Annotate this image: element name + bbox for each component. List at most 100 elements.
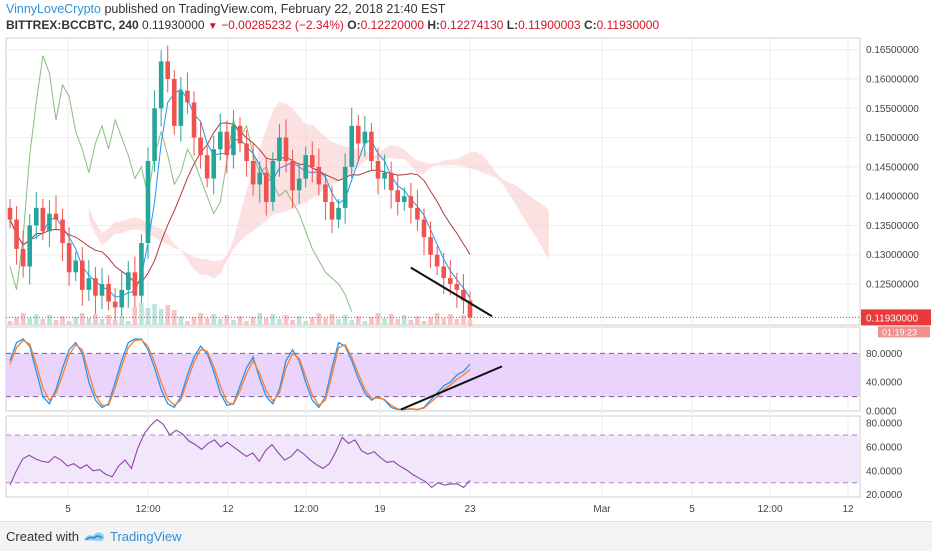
candle: [382, 172, 387, 179]
volume-bar: [415, 316, 420, 325]
candle: [309, 155, 315, 167]
volume-bar: [66, 321, 72, 325]
candle: [290, 161, 295, 191]
volume-bar: [329, 314, 335, 325]
volume-bar: [152, 304, 157, 325]
volume-bar: [257, 313, 263, 325]
rsi-tick-label: 20.0000: [866, 490, 903, 501]
candle: [66, 243, 72, 273]
candle: [185, 90, 190, 103]
volume-bar: [178, 316, 184, 325]
candle: [40, 207, 46, 232]
current-price-label: 0.11930000: [866, 313, 919, 324]
candle: [375, 161, 381, 179]
candle: [316, 166, 322, 185]
candle: [27, 225, 33, 267]
candle: [86, 278, 92, 290]
close-value: 0.11930000: [596, 18, 660, 32]
close-label: C:: [583, 18, 597, 32]
volume-bar: [237, 316, 243, 325]
candle: [139, 243, 144, 296]
volume-bar: [401, 315, 407, 325]
volume-bar: [33, 314, 39, 325]
price-tick-label: 0.14000000: [866, 192, 919, 203]
candle: [99, 284, 105, 296]
candle: [244, 143, 249, 161]
volume-bar: [263, 318, 269, 325]
volume-bar: [342, 315, 348, 325]
price-tick-label: 0.15000000: [866, 133, 919, 144]
volume-bar: [309, 317, 315, 325]
candle: [388, 172, 394, 191]
volume-bar: [296, 316, 302, 325]
volume-bar: [139, 303, 144, 325]
volume-bar: [204, 318, 210, 325]
open-value: 0.12220000: [360, 18, 424, 32]
volume-bar: [211, 314, 217, 325]
volume-bar: [428, 317, 433, 325]
price-trendline: [410, 266, 493, 318]
volume-bar: [53, 320, 59, 325]
candle: [198, 137, 203, 156]
volume-bar: [185, 321, 190, 325]
volume-bar: [270, 314, 276, 325]
countdown-label: 01:19:23: [882, 327, 917, 337]
high-label: H:: [427, 18, 441, 32]
volume-bar: [355, 316, 361, 325]
volume-bar: [112, 320, 118, 325]
candle: [434, 254, 440, 267]
symbol-label: BITTREX:BCCBTC, 240: [6, 18, 139, 32]
candle: [349, 125, 355, 167]
x-tick-label: Mar: [593, 504, 611, 515]
candle: [237, 125, 243, 144]
volume-bar: [382, 318, 387, 325]
candle: [191, 102, 197, 138]
candle: [158, 61, 164, 109]
volume-bar: [323, 318, 328, 325]
candle: [106, 284, 111, 302]
volume-bar: [467, 320, 473, 325]
chart-canvas[interactable]: 0.16500000 0.16000000 0.15500000 0.15000000…: [0, 0, 932, 521]
candle: [53, 213, 59, 220]
candle: [461, 289, 466, 301]
candle: [217, 131, 223, 150]
candle: [428, 237, 433, 255]
volume-bar: [198, 313, 203, 325]
author-link[interactable]: VinnyLoveCrypto: [6, 2, 101, 16]
candle: [415, 207, 420, 220]
candle: [447, 278, 453, 284]
candle: [125, 272, 131, 290]
volume-bar: [93, 314, 98, 325]
high-value: 0.12274130: [440, 18, 504, 32]
volume-bar: [316, 313, 322, 325]
volume-bar: [224, 315, 230, 325]
volume-bar: [119, 316, 125, 325]
volume-bar: [86, 318, 92, 325]
down-arrow-icon: ▼: [207, 21, 218, 32]
tradingview-brand-link[interactable]: TradingView: [110, 529, 182, 544]
candle: [323, 184, 328, 202]
price-tick-label: 0.12500000: [866, 280, 919, 291]
candle: [336, 207, 341, 220]
x-tick-label: 5: [65, 504, 71, 515]
price-tick-label: 0.13000000: [866, 250, 919, 261]
price-tick-label: 0.15500000: [866, 104, 919, 115]
candle: [296, 178, 302, 191]
candle: [171, 79, 177, 126]
candle: [454, 284, 460, 290]
candle: [277, 137, 282, 161]
rsi-band: [6, 435, 860, 483]
candle: [145, 161, 151, 243]
rsi-tick-label: 40.0000: [866, 466, 903, 477]
candle: [283, 137, 289, 161]
volume-bar: [277, 319, 282, 325]
candle: [165, 61, 171, 79]
price-tick-label: 0.16000000: [866, 75, 919, 86]
volume-bar: [125, 321, 131, 325]
stochastic-band: [6, 353, 860, 397]
created-with-label: Created with: [6, 529, 79, 544]
candle: [132, 272, 138, 296]
lagging-span-line: [9, 55, 353, 312]
candle: [421, 219, 427, 238]
candle: [14, 219, 19, 249]
